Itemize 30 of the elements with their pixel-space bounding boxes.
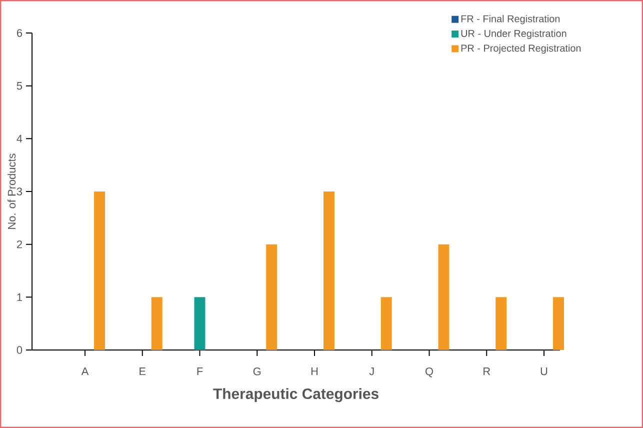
y-tick-label: 0 [16,346,22,354]
x-axis-title: Therapeutic Categories [213,388,378,402]
x-tick-label: E [140,368,146,376]
bar [323,192,334,350]
x-tick-label: U [540,368,548,376]
x-tick-label: R [484,368,490,376]
bar [438,244,450,350]
x-tick-label: Q [425,368,433,378]
y-axis-title: No. of Products [8,154,16,229]
x-tick-label: G [253,368,261,376]
x-tick-label: A [81,368,89,376]
x-tick-label: H [311,368,318,376]
bar [151,297,162,350]
bar [94,192,105,350]
bar [552,297,564,350]
bar [496,297,507,350]
legend-label: UR - Under Registration [461,30,566,39]
y-tick-label: 6 [16,29,22,37]
bar [380,297,392,350]
x-tick-label: F [197,368,203,376]
y-tick-label: 1 [17,293,22,301]
y-tick-label: 4 [16,134,22,142]
legend-label: PR - Projected Registration [461,44,581,54]
x-tick-label: J [369,368,374,376]
bar [266,244,278,350]
y-tick-label: 2 [16,240,22,248]
bar [194,297,206,350]
y-tick-label: 3 [16,188,22,196]
y-tick-label: 5 [16,82,22,90]
legend-label: FR - Final Registration [461,14,560,24]
